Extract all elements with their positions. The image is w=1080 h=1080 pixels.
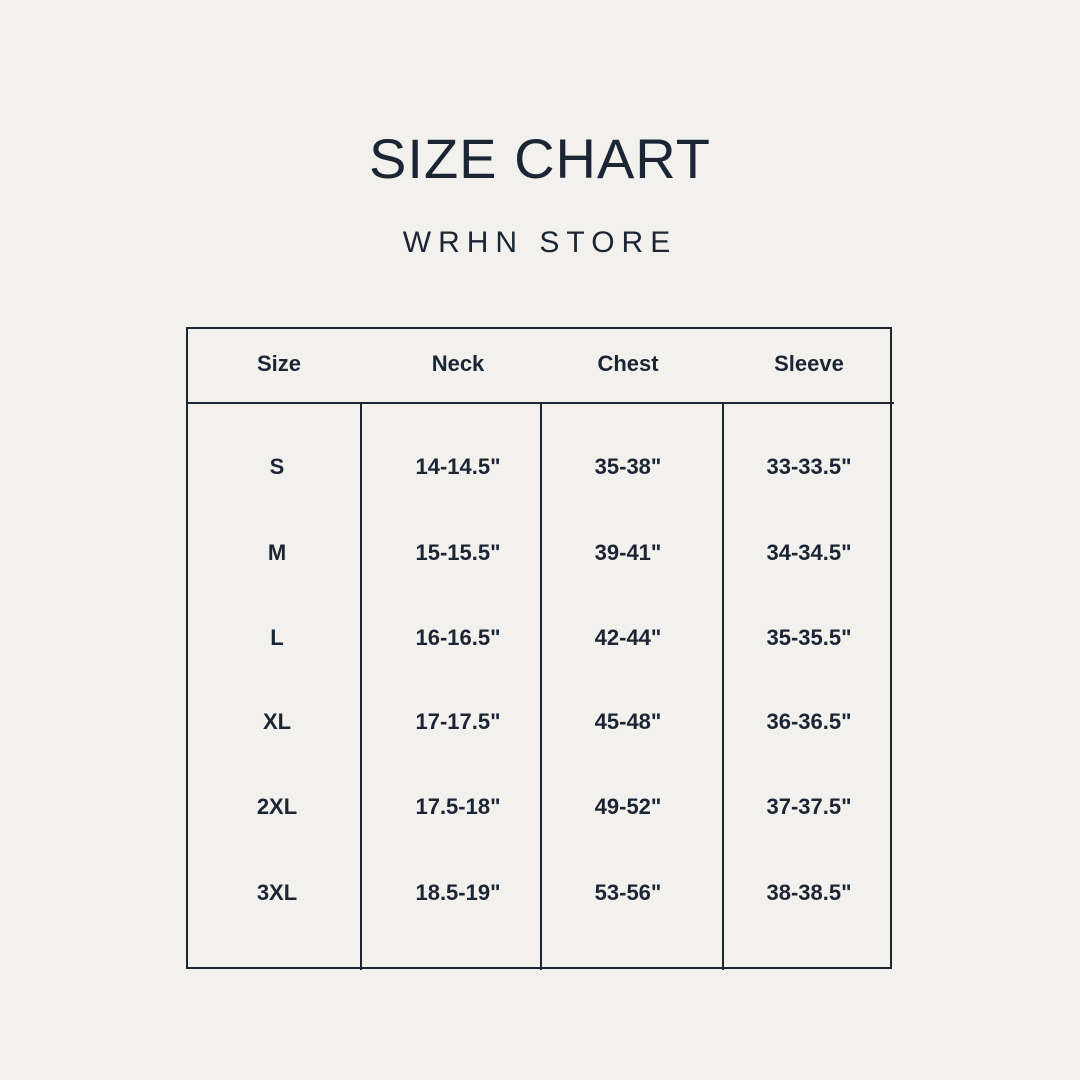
cell-sleeve: 33-33.5" xyxy=(766,454,852,479)
cell-sleeve: 36-36.5" xyxy=(766,709,852,734)
cell-neck: 16-16.5" xyxy=(415,625,501,650)
cell-neck: 17-17.5" xyxy=(415,709,501,734)
cell-chest: 35-38" xyxy=(594,454,662,479)
cell-sleeve: 34-34.5" xyxy=(766,540,852,565)
cell-chest: 42-44" xyxy=(594,625,662,650)
header-chest: Chest xyxy=(597,351,659,376)
cell-chest: 53-56" xyxy=(594,880,662,905)
cell-chest: 39-41" xyxy=(594,540,662,565)
cell-size: L xyxy=(270,625,284,650)
cell-sleeve: 37-37.5" xyxy=(766,794,852,819)
cell-size: 2XL xyxy=(256,794,298,819)
column-divider xyxy=(540,403,542,970)
store-name: WRHN STORE xyxy=(402,226,678,259)
header-size: Size xyxy=(256,351,302,376)
cell-size: S xyxy=(269,454,285,479)
header-sleeve: Sleeve xyxy=(774,351,844,376)
cell-chest: 45-48" xyxy=(594,709,662,734)
page-title: SIZE CHART xyxy=(369,127,711,190)
cell-sleeve: 35-35.5" xyxy=(766,625,852,650)
header-neck: Neck xyxy=(431,351,485,376)
cell-sleeve: 38-38.5" xyxy=(766,880,852,905)
size-table xyxy=(186,327,892,969)
cell-chest: 49-52" xyxy=(594,794,662,819)
cell-neck: 17.5-18" xyxy=(415,794,501,819)
cell-neck: 14-14.5" xyxy=(415,454,501,479)
column-divider xyxy=(360,403,362,970)
cell-size: M xyxy=(267,540,287,565)
column-divider xyxy=(722,403,724,970)
cell-size: 3XL xyxy=(256,880,298,905)
cell-neck: 18.5-19" xyxy=(415,880,501,905)
cell-neck: 15-15.5" xyxy=(415,540,501,565)
cell-size: XL xyxy=(262,709,292,734)
